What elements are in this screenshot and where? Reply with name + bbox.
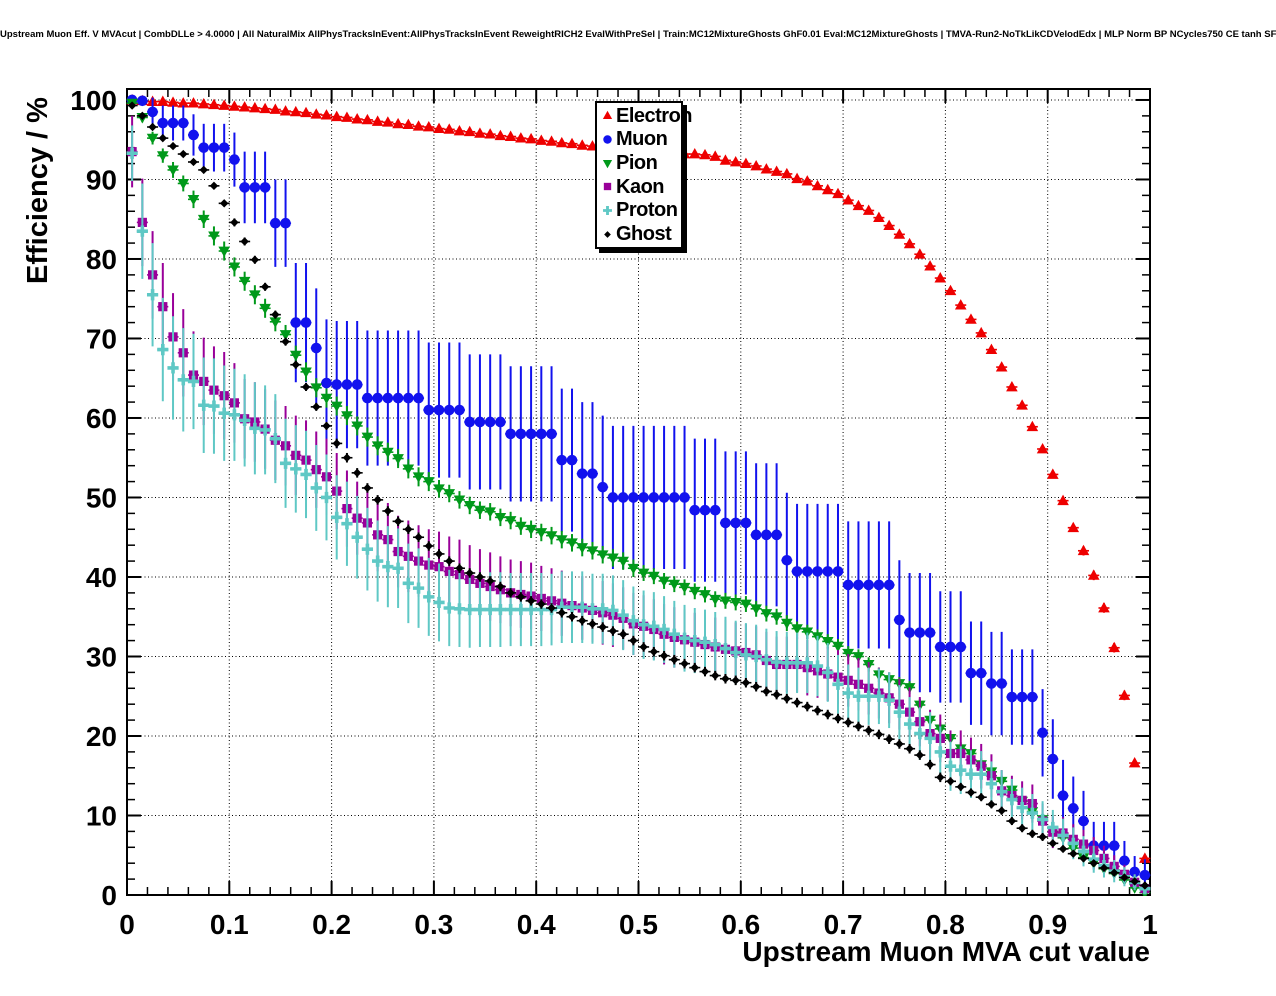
svg-text:0: 0 bbox=[119, 909, 135, 940]
ghost-marker-icon bbox=[604, 230, 611, 238]
svg-text:0.2: 0.2 bbox=[312, 909, 351, 940]
legend-label: Ghost bbox=[616, 223, 672, 246]
proton-marker-icon bbox=[603, 205, 612, 215]
svg-text:60: 60 bbox=[86, 403, 117, 434]
legend: Electron Muon Pion Kaon Proton Ghost bbox=[595, 101, 693, 249]
svg-text:70: 70 bbox=[86, 323, 117, 354]
svg-text:1: 1 bbox=[1142, 909, 1158, 940]
svg-text:0.3: 0.3 bbox=[414, 909, 453, 940]
svg-text:20: 20 bbox=[86, 721, 117, 752]
svg-text:0.7: 0.7 bbox=[824, 909, 863, 940]
electron-marker-icon bbox=[602, 111, 613, 120]
muon-marker-icon bbox=[603, 135, 612, 144]
legend-item-ghost: Ghost bbox=[600, 223, 681, 246]
svg-text:90: 90 bbox=[86, 164, 117, 195]
y-axis-title: Efficiency / % bbox=[22, 97, 54, 284]
kaon-marker-icon bbox=[603, 183, 612, 191]
svg-text:0.8: 0.8 bbox=[926, 909, 965, 940]
legend-label: Electron bbox=[616, 104, 693, 127]
svg-text:0.9: 0.9 bbox=[1028, 909, 1067, 940]
svg-text:0.5: 0.5 bbox=[619, 909, 658, 940]
svg-text:30: 30 bbox=[86, 641, 117, 672]
legend-label: Proton bbox=[616, 199, 678, 222]
svg-text:100: 100 bbox=[70, 85, 117, 116]
legend-label: Pion bbox=[616, 152, 658, 175]
legend-label: Kaon bbox=[616, 175, 665, 198]
svg-text:50: 50 bbox=[86, 482, 117, 513]
legend-item-muon: Muon bbox=[600, 128, 681, 151]
plot-title: Upstream Muon Eff. V MVAcut | CombDLLe >… bbox=[0, 29, 1276, 40]
legend-item-proton: Proton bbox=[600, 199, 681, 222]
svg-text:0.6: 0.6 bbox=[721, 909, 760, 940]
svg-text:0.1: 0.1 bbox=[210, 909, 249, 940]
x-axis-title: Upstream Muon MVA cut value bbox=[742, 936, 1150, 967]
legend-item-pion: Pion bbox=[600, 152, 681, 175]
svg-text:40: 40 bbox=[86, 562, 117, 593]
svg-text:80: 80 bbox=[86, 244, 117, 275]
svg-text:10: 10 bbox=[86, 800, 117, 831]
legend-label: Muon bbox=[616, 128, 668, 151]
pion-marker-icon bbox=[602, 159, 613, 168]
legend-item-electron: Electron bbox=[600, 104, 693, 127]
svg-text:0.4: 0.4 bbox=[517, 909, 556, 940]
svg-text:0: 0 bbox=[101, 880, 117, 911]
legend-item-kaon: Kaon bbox=[600, 175, 681, 198]
